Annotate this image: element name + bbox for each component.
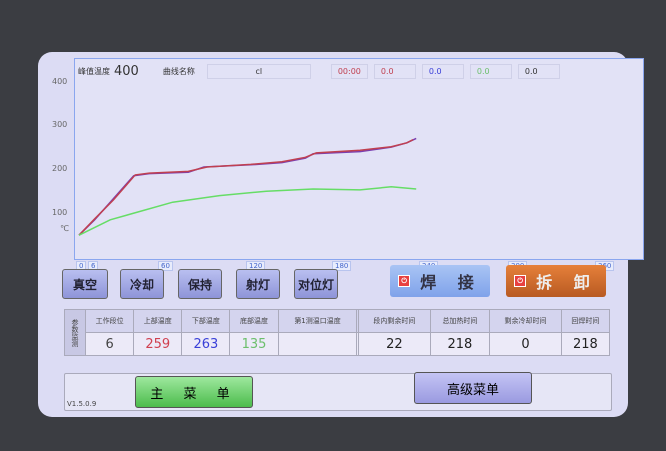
monitor-value: 6 [84,332,135,356]
monitor-value: 259 [133,332,183,356]
advanced-menu-button[interactable]: 高级菜单 [414,372,532,404]
monitor-value: 135 [229,332,279,356]
series-line-1 [78,139,414,236]
version-label: V1.5.0.9 [67,400,97,408]
peak-value: 400 [114,63,139,79]
power-icon: ⏻ [398,275,411,287]
chart-header: 峰值温度 400 曲线名称 cl 00:00 0.0 0.0 0.0 0.0 [74,58,642,84]
y-tick: 100 [52,208,68,217]
weld-label: 焊 接 [420,273,482,292]
x-tick: 180 [332,261,352,271]
y-tick: 300 [52,120,68,129]
align-light-button[interactable]: 对位灯 [294,269,338,299]
weld-button[interactable]: ⏻ 焊 接 [390,265,490,297]
monitor-header: 上部温度 [133,309,183,333]
main-menu-button[interactable]: 主 菜 单 [135,376,253,408]
peak-label: 峰值温度 [78,66,110,76]
spotlight-button[interactable]: 射灯 [236,269,280,299]
power-icon: ⏻ [514,275,527,287]
remove-label: 拆 卸 [536,273,598,292]
vacuum-button[interactable]: 真空 [62,269,108,299]
monitor-value: 0 [489,332,562,356]
monitor-value: 218 [560,332,611,356]
monitor-header: 底部温度 [229,309,279,333]
readout: 0.0 [373,63,416,79]
series-line-0 [78,137,417,236]
monitor-header: 下部温度 [181,309,231,333]
y-tick: 400 [52,77,68,86]
monitor-header: 回焊时间 [560,309,611,333]
monitor-value: 218 [429,332,491,356]
chart-plot [78,137,417,236]
readout: 0.0 [469,63,512,79]
readout: 0.0 [421,63,464,79]
y-tick: 200 [52,164,68,173]
footer-bar: 主 菜 单 高级菜单 V1.5.0.9 [64,372,612,411]
monitor-value: 263 [181,332,231,356]
monitor-value [277,332,358,356]
monitor-header: 总加热时间 [429,309,491,333]
hold-button[interactable]: 保持 [178,269,222,299]
monitor-header: 段内剩余时间 [358,309,431,333]
parameter-monitor-table: 参数监测 工作段位 上部温度 下部温度 底部温度 第1测温口温度 段内剩余时间 总加热时间 剩余… [64,309,611,356]
monitor-value: 22 [358,332,431,356]
readout: 0.0 [517,63,560,79]
monitor-side-label: 参数监测 [64,309,86,356]
time-readout: 00:00 [330,63,368,79]
hmi-screen: 峰值温度 400 曲线名称 cl 00:00 0.0 0.0 0.0 0.0 4… [38,52,644,417]
monitor-header: 第1测温口温度 [277,309,358,333]
curve-label: 曲线名称 [162,66,195,76]
series-line-2 [78,186,417,236]
curve-name: cl [206,63,311,79]
y-unit: ℃ [60,224,69,233]
cool-button[interactable]: 冷却 [120,269,164,299]
monitor-header: 工作段位 [84,309,135,333]
x-tick: 60 [158,261,173,271]
remove-button[interactable]: ⏻ 拆 卸 [506,265,606,297]
monitor-header: 剩余冷却时间 [489,309,562,333]
temperature-chart [74,58,644,260]
